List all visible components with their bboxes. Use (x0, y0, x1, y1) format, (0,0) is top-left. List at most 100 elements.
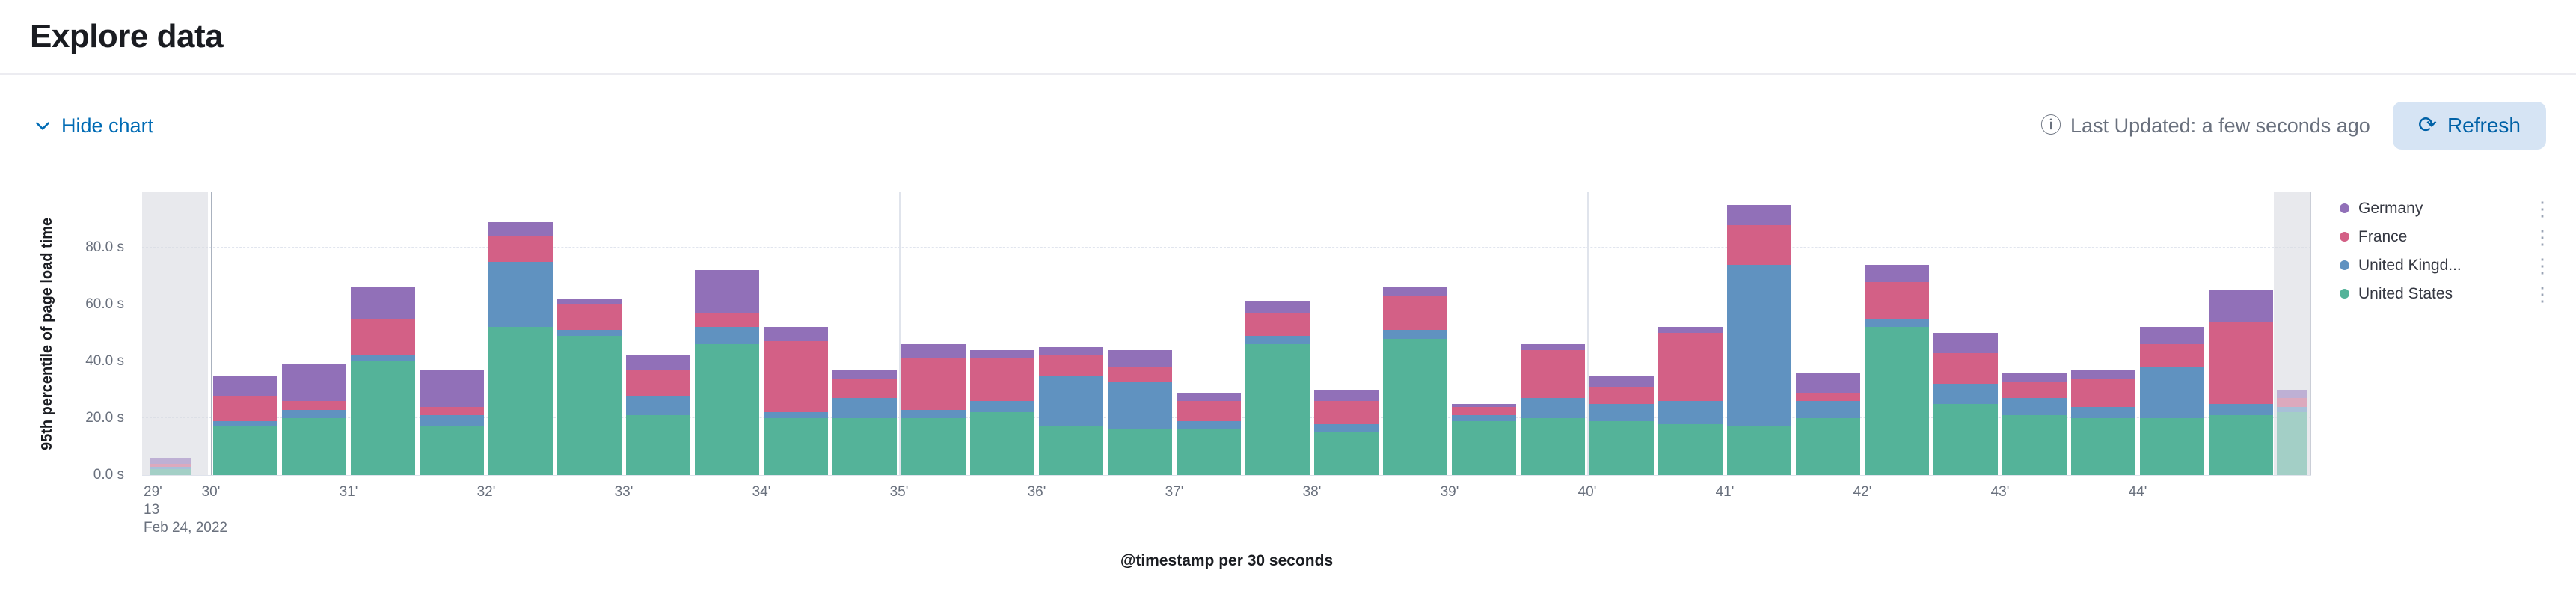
stacked-bar[interactable] (1383, 287, 1447, 475)
bar-segment-germany[interactable] (2277, 390, 2307, 399)
bar-segment-united-states[interactable] (1796, 418, 1860, 475)
bar-segment-france[interactable] (970, 358, 1034, 402)
refresh-button[interactable]: ⟳ Refresh (2392, 102, 2546, 150)
bar-segment-france[interactable] (1933, 352, 1998, 385)
bar-segment-germany[interactable] (1245, 302, 1310, 313)
bar-segment-germany[interactable] (150, 458, 191, 464)
stacked-bar[interactable] (1727, 205, 1791, 475)
bar-segment-france[interactable] (1245, 313, 1310, 336)
bar-segment-germany[interactable] (2071, 370, 2135, 379)
stacked-bar[interactable] (2209, 290, 2273, 475)
stacked-bar[interactable] (764, 327, 828, 475)
bar-segment-united-states[interactable] (1658, 423, 1723, 475)
bar-segment-united-states[interactable] (901, 418, 966, 475)
bar-segment-united-states[interactable] (2071, 418, 2135, 475)
bar-segment-united-states[interactable] (1108, 429, 1172, 475)
bar-segment-france[interactable] (832, 378, 897, 399)
bar-segment-united-kingdom[interactable] (2002, 398, 2067, 416)
bar-segment-united-kingdom[interactable] (1314, 423, 1379, 432)
legend-item[interactable]: Germany ⋮ (2340, 196, 2557, 221)
stacked-bar[interactable] (150, 458, 191, 475)
stacked-bar[interactable] (1245, 302, 1310, 475)
bar-segment-united-states[interactable] (2209, 415, 2273, 475)
bar-segment-united-kingdom[interactable] (1039, 376, 1103, 427)
bar-segment-united-states[interactable] (351, 361, 415, 475)
stacked-bar[interactable] (1452, 404, 1516, 475)
stacked-bar[interactable] (1589, 376, 1654, 475)
bar-segment-united-states[interactable] (1245, 344, 1310, 475)
legend-item-menu-button[interactable]: ⋮ (2528, 256, 2557, 275)
bar-segment-united-kingdom[interactable] (1865, 319, 1929, 328)
bar-segment-france[interactable] (420, 406, 484, 416)
bar-segment-france[interactable] (1108, 367, 1172, 382)
legend-item[interactable]: United Kingd... ⋮ (2340, 253, 2557, 278)
bar-segment-united-states[interactable] (1383, 338, 1447, 475)
stacked-bar[interactable] (901, 344, 966, 475)
bar-segment-united-states[interactable] (764, 418, 828, 475)
bar-segment-germany[interactable] (1658, 327, 1723, 334)
bar-segment-united-kingdom[interactable] (695, 327, 759, 345)
bar-segment-germany[interactable] (420, 370, 484, 407)
bar-segment-united-states[interactable] (1314, 432, 1379, 475)
stacked-bar[interactable] (1177, 392, 1241, 475)
bar-segment-united-kingdom[interactable] (626, 395, 690, 416)
bar-segment-germany[interactable] (695, 270, 759, 313)
bar-segment-france[interactable] (1383, 296, 1447, 331)
stacked-bar[interactable] (351, 287, 415, 475)
bar-segment-united-states[interactable] (695, 344, 759, 475)
legend-item-menu-button[interactable]: ⋮ (2528, 284, 2557, 304)
bar-segment-united-kingdom[interactable] (1177, 420, 1241, 430)
bar-segment-united-kingdom[interactable] (1245, 335, 1310, 345)
bar-segment-united-states[interactable] (1727, 426, 1791, 475)
bar-segment-united-states[interactable] (1865, 327, 1929, 475)
legend-item[interactable]: United States ⋮ (2340, 281, 2557, 306)
bar-segment-united-states[interactable] (970, 412, 1034, 475)
bar-segment-france[interactable] (213, 395, 277, 421)
bar-segment-france[interactable] (1865, 281, 1929, 319)
stacked-bar[interactable] (2002, 373, 2067, 475)
bar-segment-united-states[interactable] (2002, 415, 2067, 475)
bar-segment-united-states[interactable] (1452, 420, 1516, 475)
bar-segment-germany[interactable] (970, 349, 1034, 359)
bar-segment-france[interactable] (282, 401, 346, 410)
bar-segment-france[interactable] (764, 341, 828, 413)
bar-segment-germany[interactable] (1521, 344, 1585, 350)
stacked-bar[interactable] (626, 355, 690, 475)
bar-segment-france[interactable] (557, 304, 622, 331)
bar-segment-france[interactable] (351, 319, 415, 356)
bar-segment-united-kingdom[interactable] (557, 330, 622, 336)
bar-segment-france[interactable] (1727, 224, 1791, 265)
bar-segment-germany[interactable] (1108, 349, 1172, 367)
bar-segment-france[interactable] (488, 236, 553, 263)
stacked-bar[interactable] (1933, 333, 1998, 475)
bar-segment-united-kingdom[interactable] (2140, 367, 2204, 418)
bar-segment-germany[interactable] (351, 287, 415, 319)
bar-segment-france[interactable] (1452, 406, 1516, 416)
bar-segment-united-states[interactable] (213, 426, 277, 475)
bar-segment-united-states[interactable] (1177, 429, 1241, 475)
bar-segment-france[interactable] (2002, 381, 2067, 399)
bar-segment-germany[interactable] (1865, 264, 1929, 282)
legend-label[interactable]: United Kingd... (2358, 256, 2462, 274)
bar-segment-france[interactable] (1314, 401, 1379, 424)
stacked-bar[interactable] (2071, 370, 2135, 475)
bar-segment-united-kingdom[interactable] (1452, 415, 1516, 421)
bar-segment-france[interactable] (695, 313, 759, 328)
bar-segment-france[interactable] (2209, 321, 2273, 405)
bar-segment-germany[interactable] (1452, 404, 1516, 407)
bar-segment-germany[interactable] (626, 355, 690, 370)
bar-segment-germany[interactable] (557, 299, 622, 305)
legend-label[interactable]: France (2358, 227, 2408, 245)
bar-segment-united-states[interactable] (2277, 412, 2307, 475)
bar-segment-united-states[interactable] (1589, 420, 1654, 475)
legend-item[interactable]: France ⋮ (2340, 224, 2557, 249)
bar-segment-united-kingdom[interactable] (2277, 406, 2307, 413)
bar-segment-germany[interactable] (2002, 373, 2067, 382)
legend-label[interactable]: Germany (2358, 199, 2423, 217)
bar-segment-germany[interactable] (488, 221, 553, 236)
stacked-bar[interactable] (1658, 327, 1723, 475)
bar-segment-united-kingdom[interactable] (282, 409, 346, 418)
bar-segment-germany[interactable] (1796, 373, 1860, 393)
legend-label[interactable]: United States (2358, 284, 2453, 302)
bar-segment-united-kingdom[interactable] (901, 409, 966, 418)
